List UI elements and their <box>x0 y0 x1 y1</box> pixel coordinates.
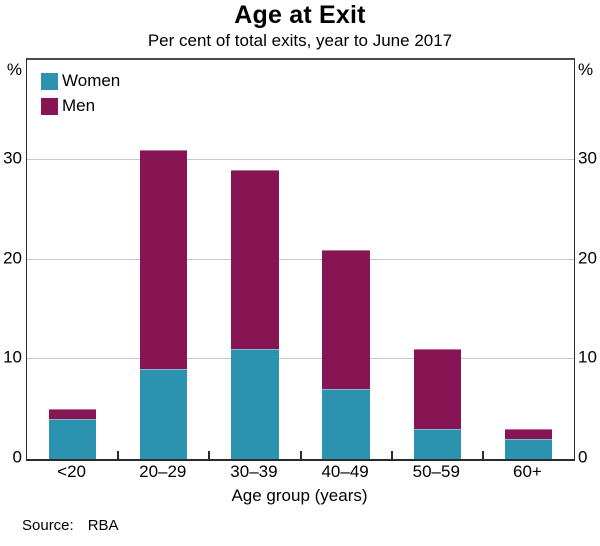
y-tick-label: 0 <box>12 447 22 467</box>
x-tick-label-4: 40–49 <box>321 462 369 481</box>
legend-label-women: Women <box>62 71 121 90</box>
x-tick-label-5: 50–59 <box>412 462 460 481</box>
segment-men <box>413 349 461 430</box>
x-axis-labels: <20 20–29 30–39 40–49 50–59 60+ <box>26 462 573 482</box>
stacked-bar <box>504 429 553 459</box>
stacked-bar <box>322 249 370 459</box>
y-tick-label: 30 <box>3 148 22 168</box>
segment-women <box>322 389 370 459</box>
x-tick-label-1: <20 <box>57 462 86 481</box>
x-axis-tick <box>208 451 211 459</box>
y-axis-unit-right: % <box>578 60 594 79</box>
source-label: Source: <box>22 517 74 534</box>
bar-column-1 <box>27 60 118 459</box>
women-swatch-icon <box>41 72 58 90</box>
stacked-bar <box>48 409 97 459</box>
segment-men <box>231 169 279 350</box>
x-axis-tick <box>117 451 120 459</box>
segment-women <box>504 439 553 459</box>
y-axis-labels-left: 0 10 20 30 <box>0 58 22 465</box>
chart-subtitle: Per cent of total exits, year to June 20… <box>147 31 453 50</box>
gridline-30 <box>27 158 574 160</box>
stacked-bar <box>231 169 279 459</box>
stacked-bar <box>140 149 188 459</box>
y-tick-label: 20 <box>578 248 597 267</box>
y-axis-unit-left: % <box>6 60 22 79</box>
legend-item-men: Men <box>41 96 120 116</box>
y-tick-label: 10 <box>578 347 597 367</box>
y-axis-labels-right: 0 10 20 30 <box>578 58 600 465</box>
x-axis-tick <box>299 451 302 459</box>
chart-title: Age at Exit <box>234 1 366 29</box>
x-tick-label-6: 60+ <box>513 462 542 481</box>
men-swatch-icon <box>41 97 58 115</box>
x-tick-label-3: 30–39 <box>230 462 278 481</box>
gridline-10 <box>27 358 574 360</box>
x-tick-label-2: 20–29 <box>139 462 187 481</box>
x-axis-tick <box>390 451 393 459</box>
segment-men <box>322 249 370 390</box>
bar-column-4 <box>301 60 392 459</box>
bar-column-5 <box>392 60 483 459</box>
segment-women <box>231 349 279 459</box>
legend-label-men: Men <box>62 96 96 115</box>
source-value: RBA <box>87 517 119 534</box>
segment-men <box>140 149 188 370</box>
segment-women <box>413 429 461 459</box>
bar-column-3 <box>209 60 300 459</box>
stacked-bar <box>413 349 461 459</box>
bar-column-6 <box>483 60 574 459</box>
legend: Women Men <box>41 71 120 116</box>
segment-women <box>140 369 188 459</box>
plot-area: Women Men <box>26 58 575 461</box>
y-tick-label: 10 <box>3 347 22 367</box>
y-tick-label: 20 <box>3 248 22 267</box>
legend-item-women: Women <box>41 71 120 91</box>
segment-men <box>504 429 553 440</box>
x-axis-title: Age group (years) <box>231 486 368 505</box>
gridline-20 <box>27 258 574 260</box>
x-axis-tick <box>481 451 484 459</box>
bar-column-2 <box>118 60 209 459</box>
y-tick-label: 30 <box>578 148 597 168</box>
segment-men <box>48 409 97 420</box>
segment-women <box>48 419 97 459</box>
source-note: Source: RBA <box>22 517 119 534</box>
y-tick-label: 0 <box>578 447 588 467</box>
